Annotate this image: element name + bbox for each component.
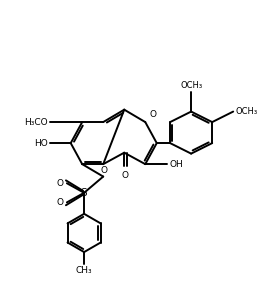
Text: S: S (81, 188, 88, 198)
Text: O: O (101, 166, 108, 175)
Text: O: O (149, 110, 156, 119)
Text: OCH₃: OCH₃ (235, 107, 257, 116)
Text: O: O (122, 171, 129, 180)
Text: OH: OH (169, 160, 183, 169)
Text: H₃CO: H₃CO (24, 118, 48, 127)
Text: HO: HO (34, 139, 48, 148)
Text: O: O (56, 179, 63, 188)
Text: O: O (56, 198, 63, 207)
Text: CH₃: CH₃ (76, 266, 92, 275)
Text: OCH₃: OCH₃ (180, 81, 202, 90)
